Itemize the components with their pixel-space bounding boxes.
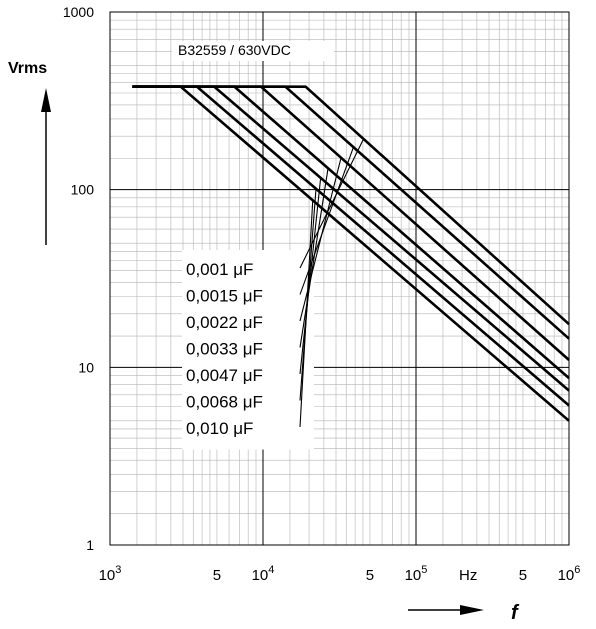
leader-line <box>299 146 354 295</box>
legend-label: 0,0068 μF <box>186 393 263 412</box>
y-tick-label: 10 <box>78 359 94 375</box>
plot-frame <box>109 11 570 546</box>
y-tick-label: 100 <box>71 182 95 198</box>
x-axis-arrow <box>408 605 484 615</box>
x-tick-labels: 103 5 104 5 105 5 106 <box>99 564 581 584</box>
y-axis-arrow <box>41 88 51 245</box>
y-arrow-head <box>41 88 51 112</box>
x-arrow-head <box>460 605 484 615</box>
legend-label: 0,0047 μF <box>186 366 263 385</box>
x-tick-label: 105 <box>405 564 428 584</box>
x-unit-label: Hz <box>459 567 477 584</box>
leader-line <box>299 157 342 322</box>
x-tick-label: 5 <box>366 567 374 584</box>
leader-line <box>299 168 329 348</box>
x-tick-label: 5 <box>519 567 527 584</box>
x-axis-label: f <box>511 602 520 624</box>
legend-background <box>182 250 314 450</box>
y-tick-label: 1 <box>86 537 94 553</box>
x-tick-label: 106 <box>558 564 581 584</box>
leader-line <box>299 200 314 428</box>
y-tick-labels: 1 10 100 1000 <box>63 4 94 553</box>
chart-title-background <box>172 41 334 61</box>
x-tick-label: 5 <box>213 567 221 584</box>
series-group <box>132 85 570 422</box>
legend-callouts: 0,001 μF 0,0015 μF 0,0022 μF 0,0033 μF 0,004… <box>182 138 365 450</box>
legend-label: 0,001 μF <box>186 260 253 279</box>
x-tick-label: 104 <box>252 564 275 584</box>
legend-label: 0,010 μF <box>186 419 253 438</box>
y-axis-label: Vrms <box>8 60 47 77</box>
x-tick-label: 103 <box>99 564 122 584</box>
series-line-7 <box>132 85 570 422</box>
legend-label: 0,0015 μF <box>186 287 263 306</box>
y-tick-label: 1000 <box>63 4 94 20</box>
leader-line <box>299 177 322 375</box>
legend-label: 0,0022 μF <box>186 313 263 332</box>
legend-label: 0,0033 μF <box>186 340 263 359</box>
chart-title: B32559 / 630VDC <box>178 42 291 58</box>
